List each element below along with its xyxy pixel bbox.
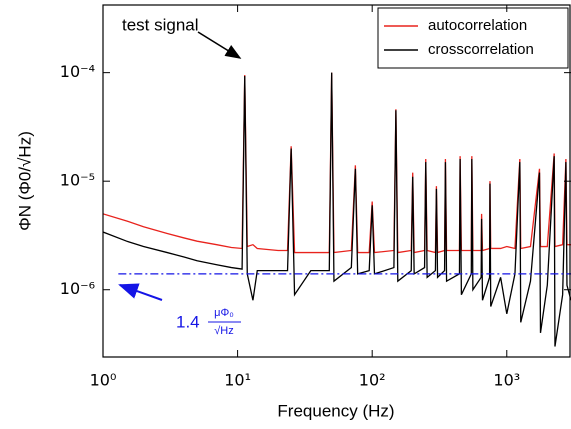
x-tick-label: 10⁰ (90, 371, 117, 390)
y-tick-label: 10⁻⁴ (60, 62, 95, 81)
y-tick-label: 10⁻⁶ (60, 279, 95, 298)
x-tick-label: 10² (359, 371, 386, 390)
series-line (103, 72, 571, 254)
hline-unit-denominator: √Hz (214, 325, 233, 337)
y-axis-label: ΦN (Φ0/√Hz) (15, 131, 34, 231)
x-axis-label: Frequency (Hz) (277, 401, 394, 420)
annotation-arrow (197, 31, 242, 59)
annotation-text: test signal (122, 15, 199, 34)
series-line (103, 72, 571, 347)
hline-arrow (118, 283, 163, 301)
y-tick-label: 10⁻⁵ (60, 171, 95, 190)
legend: autocorrelation crosscorrelation (377, 7, 569, 69)
legend-label: crosscorrelation (428, 41, 534, 58)
x-tick-label: 10¹ (224, 371, 251, 390)
hline-label: 1.4 (176, 312, 200, 331)
legend-label: autocorrelation (428, 17, 527, 34)
legend-box (377, 7, 569, 69)
hline-unit-numerator: μΦ₀ (214, 307, 234, 319)
x-tick-label: 10³ (493, 371, 520, 390)
plot-area (103, 72, 571, 347)
